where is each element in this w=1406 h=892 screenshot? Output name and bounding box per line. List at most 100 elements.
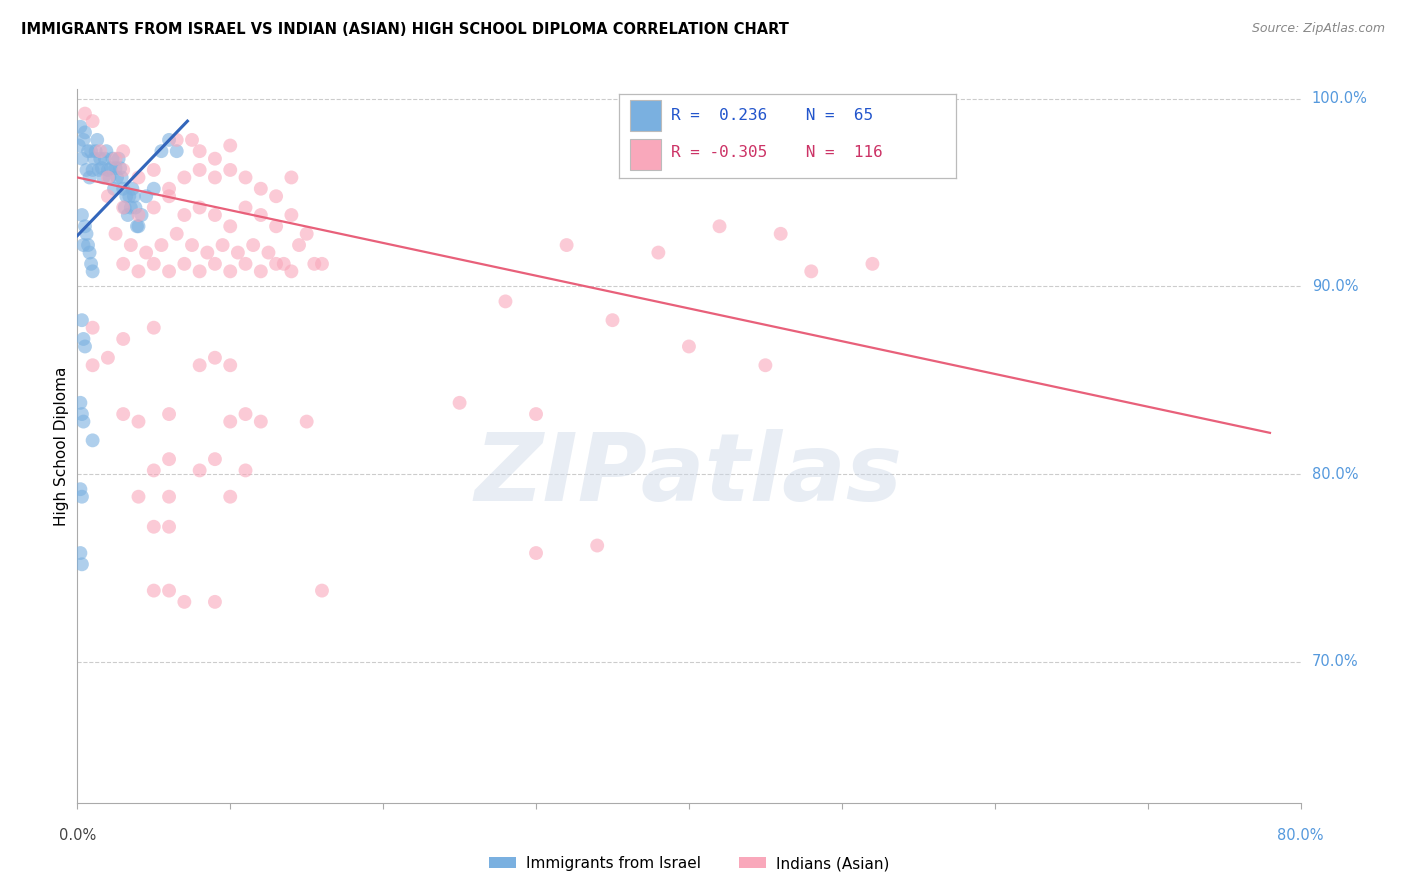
Point [90,161,112,175]
Point [311,583,333,598]
Point [127,264,149,278]
Text: ZIPatlas: ZIPatlas [475,428,903,521]
Point [142,201,165,215]
Point [69,120,91,134]
Point [82,434,104,448]
Point [89,152,111,166]
Point [91,170,114,185]
Text: R = -0.305    N =  116: R = -0.305 N = 116 [671,145,883,161]
Point [70,208,93,222]
Point [142,583,165,598]
Point [82,264,104,278]
Point [97,351,120,365]
Point [250,415,273,429]
Point [67,138,90,153]
Point [188,358,211,372]
Point [69,396,91,410]
Point [524,407,547,421]
Point [77,144,100,158]
Point [204,170,226,185]
Point [73,125,96,139]
Point [273,257,295,271]
Point [104,227,127,241]
Point [100,161,122,175]
Point [678,339,700,353]
Point [181,133,204,147]
Text: 90.0%: 90.0% [1312,279,1358,293]
Point [173,208,195,222]
Point [108,161,131,175]
Point [295,415,318,429]
Point [204,208,226,222]
Point [188,163,211,178]
Point [235,170,257,185]
Point [204,351,226,365]
Point [112,201,135,215]
Point [70,313,93,327]
Point [150,144,173,158]
Point [235,407,257,421]
Point [115,189,138,203]
Point [124,201,146,215]
Point [120,201,142,215]
Point [250,264,273,278]
Point [157,189,180,203]
Point [295,227,318,241]
Point [250,208,273,222]
Point [97,189,120,203]
Point [112,182,135,196]
Point [80,257,103,271]
Point [754,358,776,372]
Point [555,238,578,252]
Point [219,219,242,234]
Point [173,170,195,185]
Point [82,114,104,128]
Point [127,415,149,429]
Point [107,152,129,166]
Point [70,490,93,504]
Point [82,320,104,334]
Point [104,152,127,166]
Point [188,264,211,278]
Point [112,163,135,178]
Point [157,583,180,598]
Point [127,170,149,185]
Point [166,227,188,241]
Point [242,238,264,252]
Point [195,245,218,260]
Point [166,144,188,158]
Point [219,264,242,278]
Point [101,152,124,166]
Point [142,257,165,271]
Point [204,257,226,271]
Point [82,163,104,178]
Point [82,358,104,372]
Point [89,144,111,158]
Point [157,490,180,504]
Point [264,257,287,271]
Point [280,208,302,222]
Point [127,490,149,504]
Point [73,219,96,234]
Text: 70.0%: 70.0% [1312,655,1358,670]
Point [73,106,96,120]
Point [79,170,101,185]
Point [173,257,195,271]
Point [79,245,101,260]
Point [142,182,165,196]
Legend: Immigrants from Israel, Indians (Asian): Immigrants from Israel, Indians (Asian) [482,850,896,877]
Point [769,227,792,241]
Point [211,238,233,252]
Point [120,238,142,252]
Point [72,238,94,252]
Point [647,245,669,260]
Point [69,546,91,560]
Point [96,144,118,158]
Point [264,189,287,203]
Point [117,208,139,222]
Point [122,189,145,203]
Point [157,452,180,467]
Point [94,152,117,166]
Point [127,208,149,222]
Point [188,201,211,215]
